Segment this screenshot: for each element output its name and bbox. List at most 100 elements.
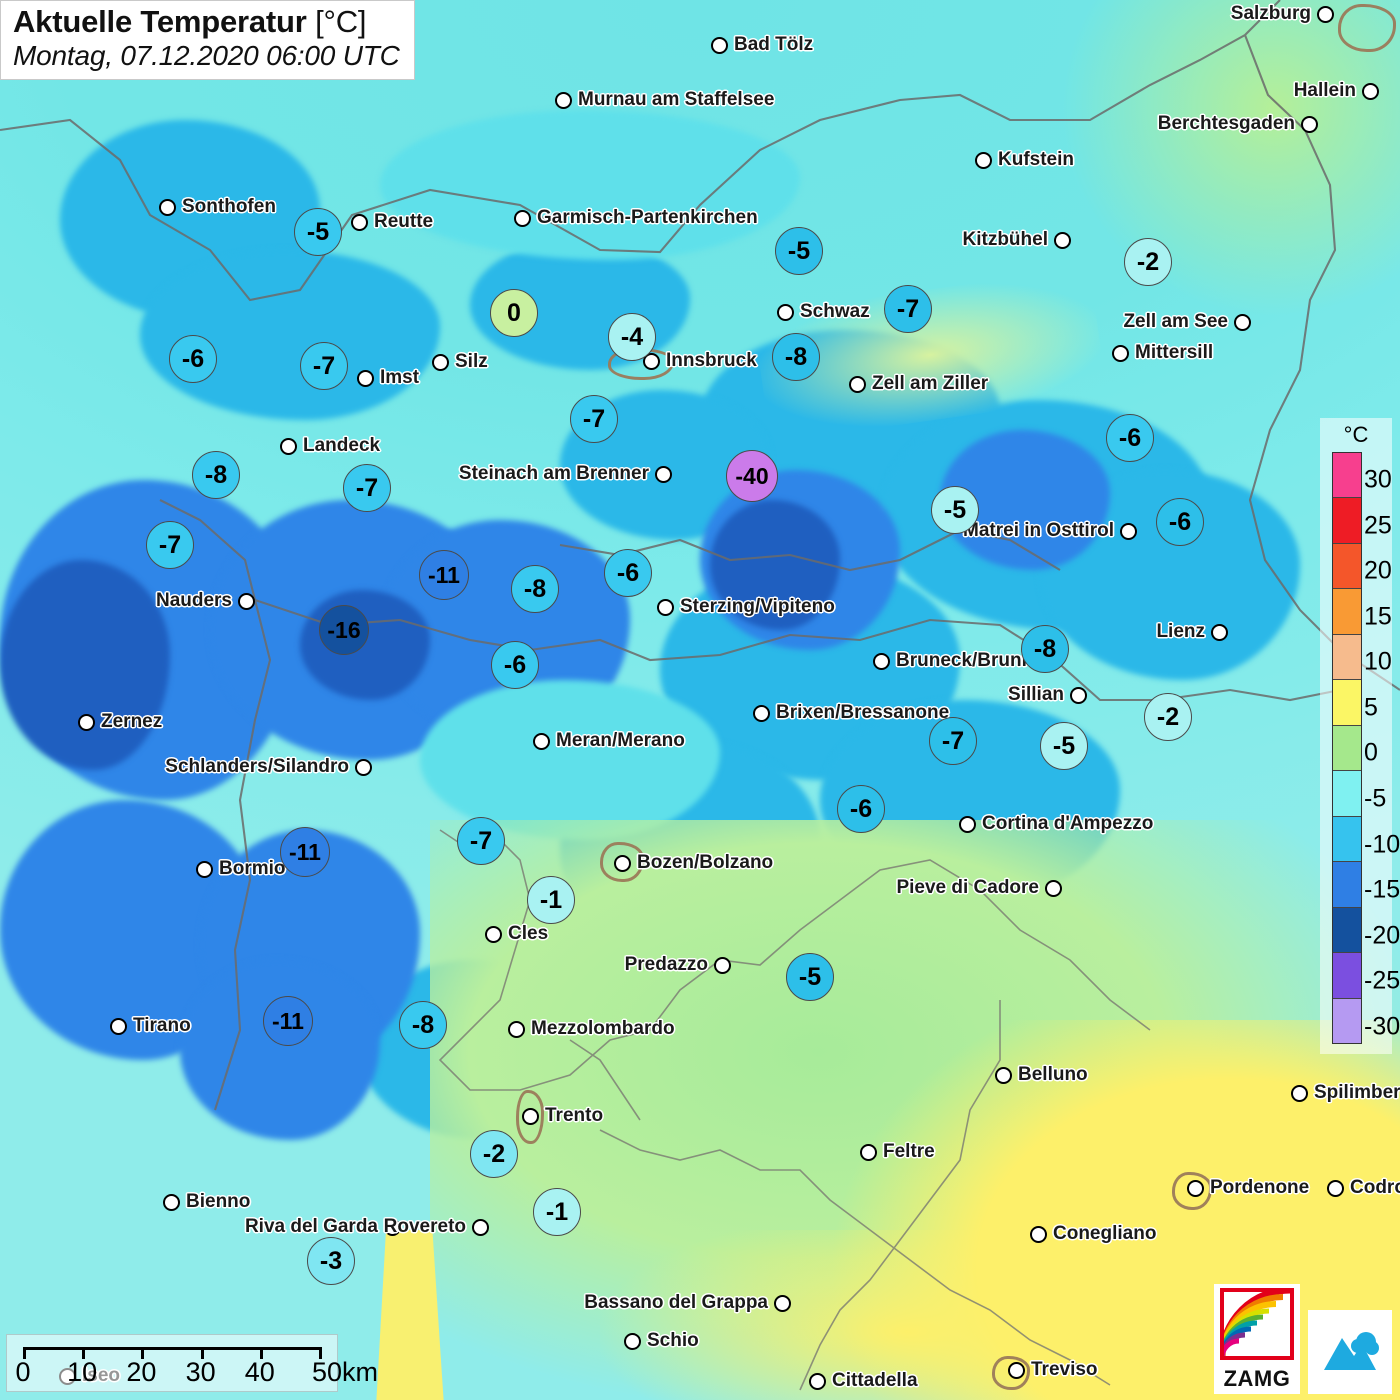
temperature-station-marker[interactable]: -1: [527, 876, 575, 924]
temperature-station-marker[interactable]: -5: [931, 486, 979, 534]
city-marker: Riva del Garda: [245, 1216, 401, 1238]
temperature-station-marker[interactable]: -8: [399, 1001, 447, 1049]
temperature-station-marker[interactable]: -5: [775, 227, 823, 275]
city-dot-icon: [159, 198, 176, 216]
geosphere-logo[interactable]: [1308, 1310, 1392, 1394]
legend-tick: -30: [1364, 1012, 1400, 1041]
city-marker: Bassano del Grappa: [584, 1292, 791, 1314]
city-dot-icon: [809, 1372, 826, 1390]
temperature-station-marker[interactable]: -6: [604, 549, 652, 597]
city-label: Garmisch-Partenkirchen: [537, 207, 758, 228]
city-label: Hallein: [1293, 80, 1356, 101]
legend-swatch: [1333, 815, 1361, 862]
city-dot-icon: [1070, 686, 1087, 704]
legend-swatch: [1333, 588, 1361, 634]
temperature-station-marker[interactable]: -7: [146, 521, 194, 569]
city-marker: Belluno: [995, 1064, 1088, 1086]
temperature-station-marker[interactable]: -8: [772, 333, 820, 381]
city-label: Mittersill: [1135, 342, 1214, 363]
temperature-station-marker[interactable]: -3: [307, 1237, 355, 1285]
map-datetime: Montag, 07.12.2020 06:00 UTC: [13, 39, 400, 71]
city-dot-icon: [774, 1294, 791, 1312]
city-dot-icon: [714, 956, 731, 974]
city-label: Schlanders/Silandro: [165, 756, 349, 777]
city-dot-icon: [849, 375, 866, 393]
legend-swatch: [1333, 770, 1361, 816]
city-dot-icon: [472, 1218, 489, 1236]
temperature-station-marker[interactable]: -5: [1040, 722, 1088, 770]
city-marker: Imst: [357, 367, 419, 389]
city-marker: Schwaz: [777, 301, 870, 323]
temperature-station-marker[interactable]: -7: [570, 395, 618, 443]
temperature-station-marker[interactable]: -16: [319, 605, 369, 655]
city-dot-icon: [357, 369, 374, 387]
legend-swatch: [1333, 724, 1361, 771]
city-dot-icon: [711, 36, 728, 54]
city-label: Cortina d'Ampezzo: [982, 813, 1154, 834]
temperature-station-marker[interactable]: -2: [1144, 693, 1192, 741]
city-dot-icon: [975, 151, 992, 169]
city-label: Zernez: [101, 711, 163, 732]
temperature-station-marker[interactable]: -6: [491, 641, 539, 689]
temperature-station-marker[interactable]: -2: [1124, 238, 1172, 286]
temperature-station-marker[interactable]: -5: [786, 953, 834, 1001]
zamg-logo[interactable]: ZAMG: [1214, 1284, 1300, 1394]
temperature-station-marker[interactable]: -40: [726, 450, 778, 502]
legend-unit-label: °C: [1343, 422, 1369, 447]
city-label: Schio: [647, 1330, 699, 1351]
temperature-station-marker[interactable]: -2: [470, 1130, 518, 1178]
temperature-station-marker[interactable]: -7: [929, 717, 977, 765]
temperature-station-marker[interactable]: -1: [533, 1188, 581, 1236]
temperature-legend: °C 30 25 20 15 10 5 0 -5 -10 -15 -20 -25 -30: [1320, 418, 1400, 1054]
legend-swatch: [1333, 497, 1361, 543]
temperature-station-marker[interactable]: -6: [837, 785, 885, 833]
temperature-station-marker[interactable]: -7: [884, 285, 932, 333]
city-marker: Kufstein: [975, 149, 1074, 171]
city-label: Conegliano: [1053, 1223, 1157, 1244]
scale-bar: 0 10 20 30 40 50km: [6, 1334, 378, 1392]
city-dot-icon: [1030, 1225, 1047, 1243]
temperature-station-marker[interactable]: 0: [490, 289, 538, 337]
temperature-station-marker[interactable]: -8: [1021, 625, 1069, 673]
city-dot-icon: [1120, 522, 1137, 540]
city-marker: Bad Tölz: [711, 34, 813, 56]
legend-tick-labels: 30 25 20 15 10 5 0 -5 -10 -15 -20 -25 -30: [1364, 452, 1400, 1044]
temperature-station-marker[interactable]: -11: [280, 827, 330, 877]
legend-tick: 15: [1364, 602, 1392, 631]
temperature-station-marker[interactable]: -5: [294, 208, 342, 256]
page-title: Aktuelle Temperatur [°C]: [13, 4, 367, 39]
temperature-station-marker[interactable]: -6: [169, 335, 217, 383]
temperature-station-marker[interactable]: -7: [343, 464, 391, 512]
city-marker: Sonthofen: [159, 196, 276, 218]
legend-colorbar: [1332, 452, 1362, 1044]
legend-swatch: [1333, 997, 1361, 1044]
city-marker: Cittadella: [809, 1370, 918, 1392]
temperature-station-marker[interactable]: -7: [300, 342, 348, 390]
city-marker: Conegliano: [1030, 1223, 1156, 1245]
temperature-station-marker[interactable]: -4: [608, 313, 656, 361]
city-marker: Treviso: [1008, 1359, 1098, 1381]
temperature-station-marker[interactable]: -8: [511, 565, 559, 613]
city-label: Bad Tölz: [734, 34, 814, 55]
city-dot-icon: [1112, 344, 1129, 362]
temperature-station-marker[interactable]: -11: [419, 550, 469, 600]
city-label: Nauders: [155, 590, 232, 611]
city-dot-icon: [1211, 623, 1228, 641]
legend-tick: -5: [1364, 784, 1387, 813]
city-marker: Feltre: [860, 1141, 935, 1163]
legend-swatch: [1333, 542, 1361, 589]
city-dot-icon: [238, 592, 255, 610]
city-dot-icon: [614, 854, 631, 872]
city-dot-icon: [655, 465, 672, 483]
temperature-station-marker[interactable]: -11: [263, 996, 313, 1046]
temperature-station-marker[interactable]: -6: [1106, 414, 1154, 462]
city-label: Spilimbergo: [1314, 1082, 1400, 1103]
legend-swatch: [1333, 952, 1361, 998]
legend-tick: -15: [1364, 875, 1400, 904]
temperature-station-marker[interactable]: -8: [192, 451, 240, 499]
city-dot-icon: [1008, 1361, 1025, 1379]
temperature-station-marker[interactable]: -7: [457, 817, 505, 865]
temperature-station-marker[interactable]: -6: [1156, 498, 1204, 546]
city-marker: Matrei in Osttirol: [963, 520, 1137, 542]
